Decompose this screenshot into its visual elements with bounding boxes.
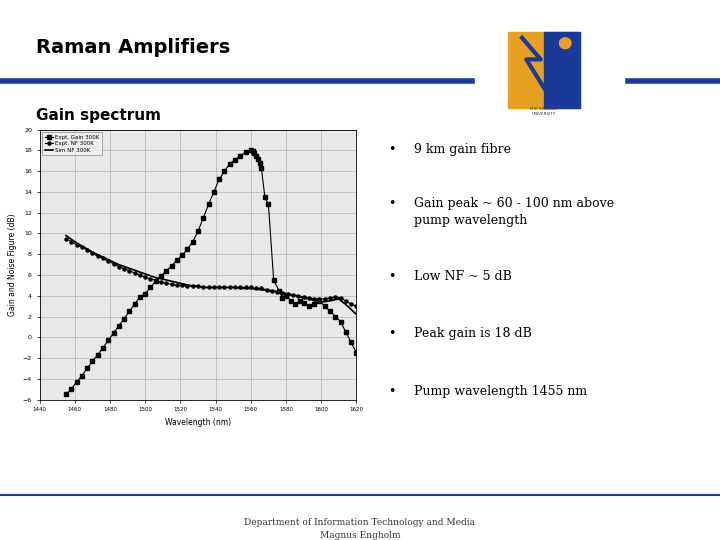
Text: •: • [387, 143, 395, 156]
Expt. NF 300K [62, 235, 71, 242]
Expt. NF 300K [67, 239, 76, 245]
Expt. Gain 300K [220, 168, 229, 174]
Sim NF 300K [185, 282, 194, 288]
Sim NF 300K [150, 274, 158, 280]
Sim NF 300K [114, 261, 123, 268]
Text: Raman Amplifiers: Raman Amplifiers [36, 38, 230, 57]
Sim NF 300K [106, 257, 114, 264]
Sim NF 300K [246, 285, 255, 292]
Sim NF 300K [97, 253, 106, 260]
Sim NF 300K [282, 291, 290, 297]
Sim NF 300K [343, 303, 352, 309]
Expt. Gain 300K [62, 391, 71, 397]
Sim NF 300K [256, 286, 264, 293]
Text: •: • [387, 198, 395, 211]
Text: •: • [387, 327, 395, 340]
Expt. NF 300K [241, 284, 250, 291]
Expt. NF 300K [225, 284, 234, 291]
Sim NF 300K [141, 271, 150, 277]
Bar [508, 32, 580, 108]
Text: Peak gain is 18 dB: Peak gain is 18 dB [414, 327, 532, 340]
Sim NF 300K [238, 285, 246, 292]
Sim NF 300K [325, 298, 334, 304]
Sim NF 300K [79, 244, 88, 250]
Sim NF 300K [300, 295, 308, 301]
Sim NF 300K [62, 232, 71, 239]
Sim NF 300K [220, 284, 229, 291]
Sim NF 300K [176, 280, 185, 287]
Sim NF 300K [352, 311, 361, 318]
Expt. Gain 300K [125, 308, 134, 315]
Expt. NF 300K [284, 291, 292, 297]
Sim NF 300K [273, 288, 282, 295]
Sim NF 300K [211, 284, 220, 291]
Sim NF 300K [317, 299, 325, 305]
Text: •: • [387, 385, 395, 398]
Sim NF 300K [264, 287, 273, 294]
Sim NF 300K [88, 249, 96, 255]
Expt. Gain 300K [88, 358, 96, 365]
Line: Expt. Gain 300K: Expt. Gain 300K [65, 149, 358, 396]
Legend: Expt. Gain 300K, Expt. NF 300K, Sim NF 300K: Expt. Gain 300K, Expt. NF 300K, Sim NF 3… [42, 132, 102, 155]
Text: Pump wavelength 1455 nm: Pump wavelength 1455 nm [414, 385, 588, 398]
Expt. Gain 300K [146, 284, 155, 291]
Sim NF 300K [123, 265, 132, 271]
Expt. NF 300K [252, 285, 261, 292]
Sim NF 300K [202, 284, 211, 291]
X-axis label: Wavelength (nm): Wavelength (nm) [165, 418, 231, 427]
Expt. Gain 300K [246, 147, 255, 153]
Bar [544, 32, 580, 108]
Expt. NF 300K [352, 303, 361, 309]
Ellipse shape [559, 38, 571, 49]
Sim NF 300K [290, 293, 299, 299]
Y-axis label: Gain and Noise Figure (dB): Gain and Noise Figure (dB) [8, 213, 17, 316]
Sim NF 300K [335, 295, 343, 302]
Sim NF 300K [132, 268, 140, 274]
Line: Expt. NF 300K: Expt. NF 300K [65, 237, 358, 308]
Text: MID SWEDEN
UNIVERSITY: MID SWEDEN UNIVERSITY [530, 107, 557, 116]
Text: Gain peak ~ 60 - 100 nm above
pump wavelength: Gain peak ~ 60 - 100 nm above pump wavel… [414, 198, 614, 227]
Sim NF 300K [308, 296, 317, 303]
Expt. NF 300K [167, 281, 176, 288]
Text: Low NF ~ 5 dB: Low NF ~ 5 dB [414, 270, 512, 283]
Expt. Gain 300K [252, 152, 261, 159]
Text: •: • [387, 270, 395, 283]
Sim NF 300K [71, 239, 79, 245]
Text: Gain spectrum: Gain spectrum [36, 108, 161, 123]
Sim NF 300K [194, 283, 202, 289]
Sim NF 300K [229, 284, 238, 291]
Text: Department of Information Technology and Media
Magnus Engholm: Department of Information Technology and… [245, 518, 475, 540]
Expt. Gain 300K [315, 298, 324, 304]
Sim NF 300K [158, 276, 167, 282]
Expt. Gain 300K [352, 349, 361, 356]
Sim NF 300K [167, 278, 176, 285]
Text: 9 km gain fibre: 9 km gain fibre [414, 143, 511, 156]
Line: Sim NF 300K: Sim NF 300K [66, 235, 356, 314]
